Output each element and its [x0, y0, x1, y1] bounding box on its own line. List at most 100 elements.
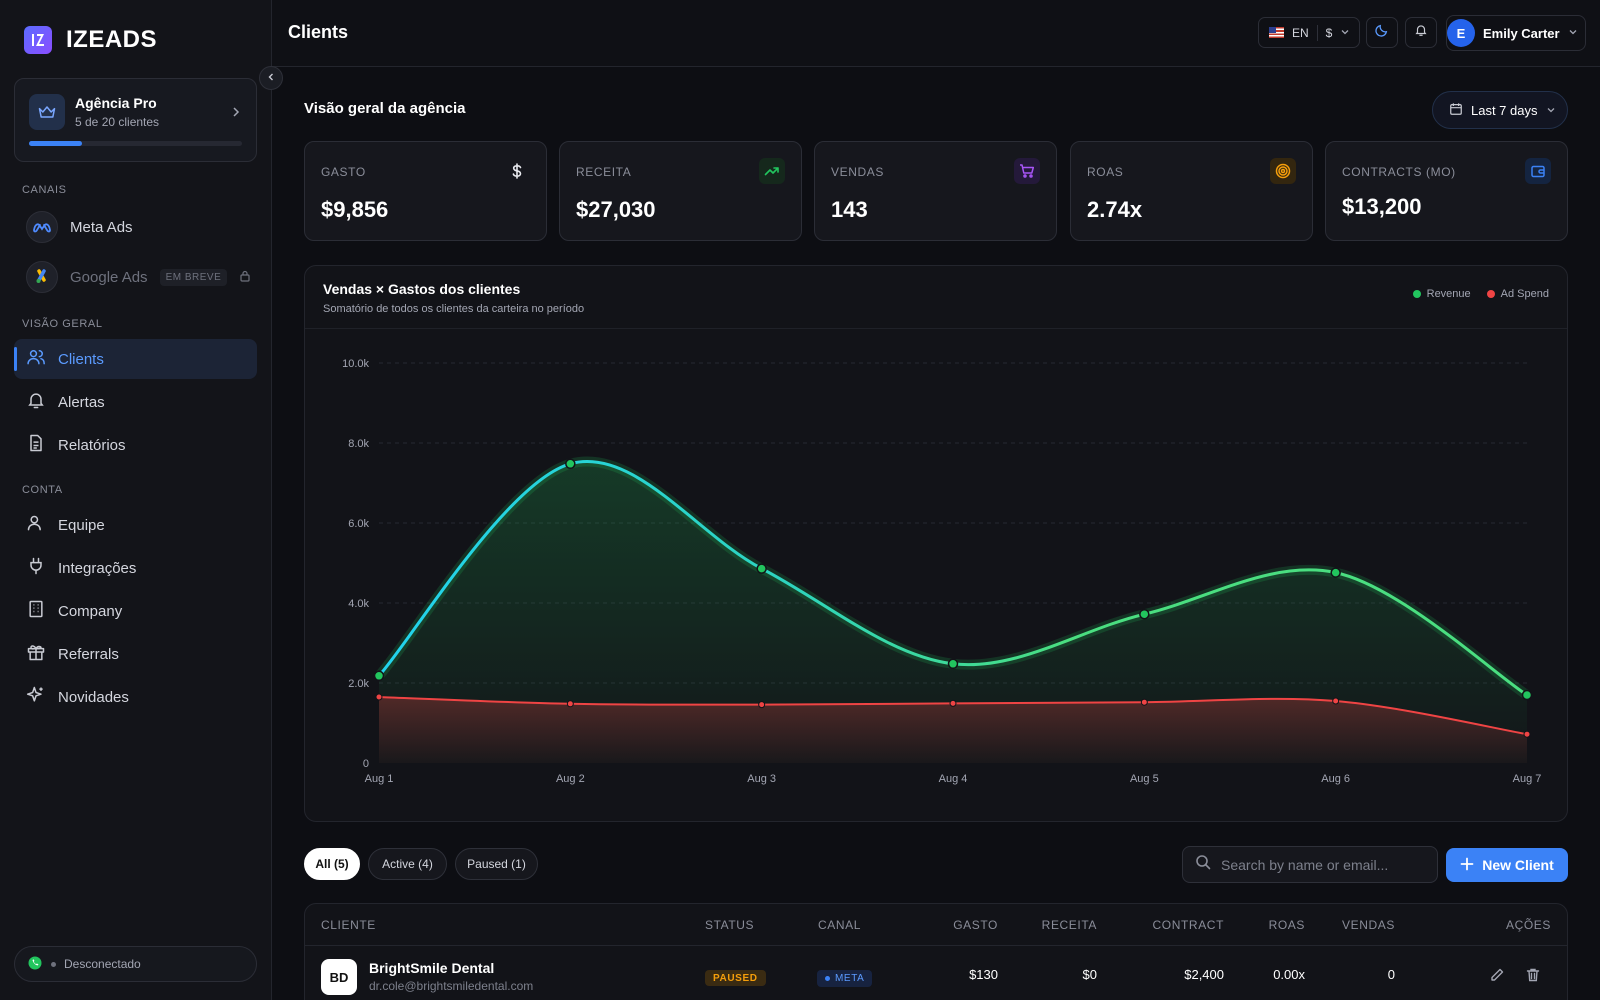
plan-title: Agência Pro — [75, 95, 157, 111]
legend-label: Ad Spend — [1500, 288, 1549, 300]
chevron-right-icon — [230, 105, 242, 123]
notifications-button[interactable] — [1405, 17, 1437, 48]
chart-subtitle: Somatório de todos os clientes da cartei… — [323, 303, 585, 315]
x-tick-label: Aug 7 — [1513, 773, 1542, 785]
channel-label: META — [835, 973, 865, 984]
chart-legend: Revenue Ad Spend — [1412, 288, 1549, 300]
legend-item-revenue[interactable]: Revenue — [1412, 288, 1471, 300]
kpi-label: VENDAS — [831, 165, 884, 179]
column-header-vendas[interactable]: VENDAS — [1342, 918, 1395, 932]
avatar: E — [1447, 19, 1475, 47]
column-header-canal[interactable]: CANAL — [818, 918, 862, 932]
filter-active[interactable]: Active (4) — [368, 848, 447, 880]
ad-spend-point — [1523, 730, 1531, 738]
ad-spend-area — [379, 697, 1527, 763]
sidebar-item-alertas[interactable]: Alertas — [14, 382, 257, 422]
y-tick-label: 10.0k — [342, 358, 369, 370]
currency-label: $ — [1325, 25, 1333, 40]
sidebar-item-label: Referrals — [58, 645, 119, 663]
logo[interactable]: IZEADS — [24, 26, 157, 54]
theme-toggle-button[interactable] — [1366, 17, 1398, 48]
chart-plot: 0 2.0k 4.0k 6.0k 8.0k 10.0k Aug 1 Aug 2 Aug 3 Aug… — [342, 358, 1542, 785]
trending-up-icon — [759, 158, 785, 184]
plan-progress-fill — [29, 141, 83, 146]
language-currency-selector[interactable]: EN $ — [1258, 17, 1360, 48]
ad-spend-point — [1140, 698, 1148, 706]
sidebar-item-clients[interactable]: Clients — [14, 339, 257, 379]
bell-icon — [1414, 23, 1428, 42]
cell-roas: 0.00x — [1273, 967, 1305, 982]
dollar-icon — [504, 158, 530, 184]
plan-card[interactable]: Agência Pro 5 de 20 clientes — [14, 78, 257, 162]
search-input[interactable] — [1221, 856, 1421, 873]
revenue-point — [1521, 689, 1533, 701]
plus-icon — [1460, 857, 1474, 874]
kpi-card-contracts: CONTRACTS (MO) $13,200 — [1325, 141, 1568, 241]
kpi-label: ROAS — [1087, 165, 1124, 179]
cart-icon — [1014, 158, 1040, 184]
column-header-roas[interactable]: ROAS — [1268, 918, 1305, 932]
sidebar-item-referrals[interactable]: Referrals — [14, 634, 257, 674]
x-tick-label: Aug 1 — [365, 773, 394, 785]
x-tick-label: Aug 6 — [1321, 773, 1350, 785]
column-header-contract[interactable]: CONTRACT — [1152, 918, 1224, 932]
sidebar-item-meta-ads[interactable]: Meta Ads — [14, 207, 257, 247]
section-label-channels: CANAIS — [22, 184, 67, 196]
channel-dot — [825, 976, 830, 981]
file-icon — [26, 433, 46, 457]
sidebar-item-equipe[interactable]: Equipe — [14, 505, 257, 545]
section-label-account: CONTA — [22, 484, 63, 496]
column-header-status[interactable]: STATUS — [705, 918, 755, 932]
cell-revenue: $0 — [1082, 967, 1097, 982]
whatsapp-status[interactable]: Desconectado — [14, 946, 257, 982]
target-icon — [1270, 158, 1296, 184]
app-name: IZEADS — [66, 26, 158, 53]
column-header-cliente[interactable]: CLIENTE — [321, 918, 376, 932]
column-header-gasto[interactable]: GASTO — [953, 918, 998, 932]
building-icon — [26, 599, 46, 623]
sidebar-item-company[interactable]: Company — [14, 591, 257, 631]
edit-button[interactable] — [1489, 967, 1505, 988]
user-menu[interactable]: E Emily Carter — [1446, 15, 1586, 51]
status-badge: PAUSED — [705, 970, 766, 986]
legend-item-ad-spend[interactable]: Ad Spend — [1486, 288, 1549, 300]
collapse-sidebar-button[interactable] — [259, 66, 283, 90]
sidebar-item-integracoes[interactable]: Integrações — [14, 548, 257, 588]
status-dot — [51, 961, 56, 967]
y-tick-label: 4.0k — [348, 598, 369, 610]
chart-title: Vendas × Gastos dos clientes — [323, 281, 521, 297]
kpi-value: $9,856 — [321, 197, 389, 222]
sidebar-item-label: Equipe — [58, 516, 105, 534]
calendar-icon — [1449, 102, 1463, 119]
kpi-card-receita: RECEITA $27,030 — [559, 141, 802, 241]
kpi-label: GASTO — [321, 165, 366, 179]
kpi-card-gasto: GASTO $9,856 — [304, 141, 547, 241]
date-range-selector[interactable]: Last 7 days — [1432, 91, 1568, 129]
kpi-label: RECEITA — [576, 165, 632, 179]
sidebar-item-label: Alertas — [58, 393, 105, 411]
clients-table: CLIENTE STATUS CANAL GASTO RECEITA CONTR… — [304, 903, 1568, 1000]
filter-all[interactable]: All (5) — [304, 848, 360, 880]
ad-spend-point — [758, 701, 766, 709]
sidebar-item-novidades[interactable]: Novidades — [14, 677, 257, 717]
pencil-icon — [1489, 968, 1505, 987]
sidebar-item-label: Meta Ads — [70, 218, 133, 236]
search-box[interactable] — [1182, 846, 1438, 883]
client-name[interactable]: BrightSmile Dental — [369, 960, 495, 976]
delete-button[interactable] — [1525, 967, 1541, 988]
date-range-label: Last 7 days — [1471, 102, 1538, 118]
filter-paused[interactable]: Paused (1) — [455, 848, 538, 880]
revenue-point — [947, 658, 959, 670]
ad-spend-point — [1332, 697, 1340, 705]
y-tick-label: 6.0k — [348, 518, 369, 530]
column-header-receita[interactable]: RECEITA — [1041, 918, 1097, 932]
plug-icon — [26, 556, 46, 580]
new-client-button[interactable]: New Client — [1446, 848, 1568, 882]
table-row[interactable]: BD BrightSmile Dental dr.cole@brightsmil… — [305, 947, 1567, 1000]
y-tick-label: 0 — [363, 758, 369, 770]
coming-soon-badge: EM BREVE — [159, 268, 228, 286]
kpi-card-vendas: VENDAS 143 — [814, 141, 1057, 241]
legend-dot — [1486, 290, 1495, 298]
sidebar-item-relatorios[interactable]: Relatórios — [14, 425, 257, 465]
kpi-label: CONTRACTS (MO) — [1342, 165, 1456, 179]
